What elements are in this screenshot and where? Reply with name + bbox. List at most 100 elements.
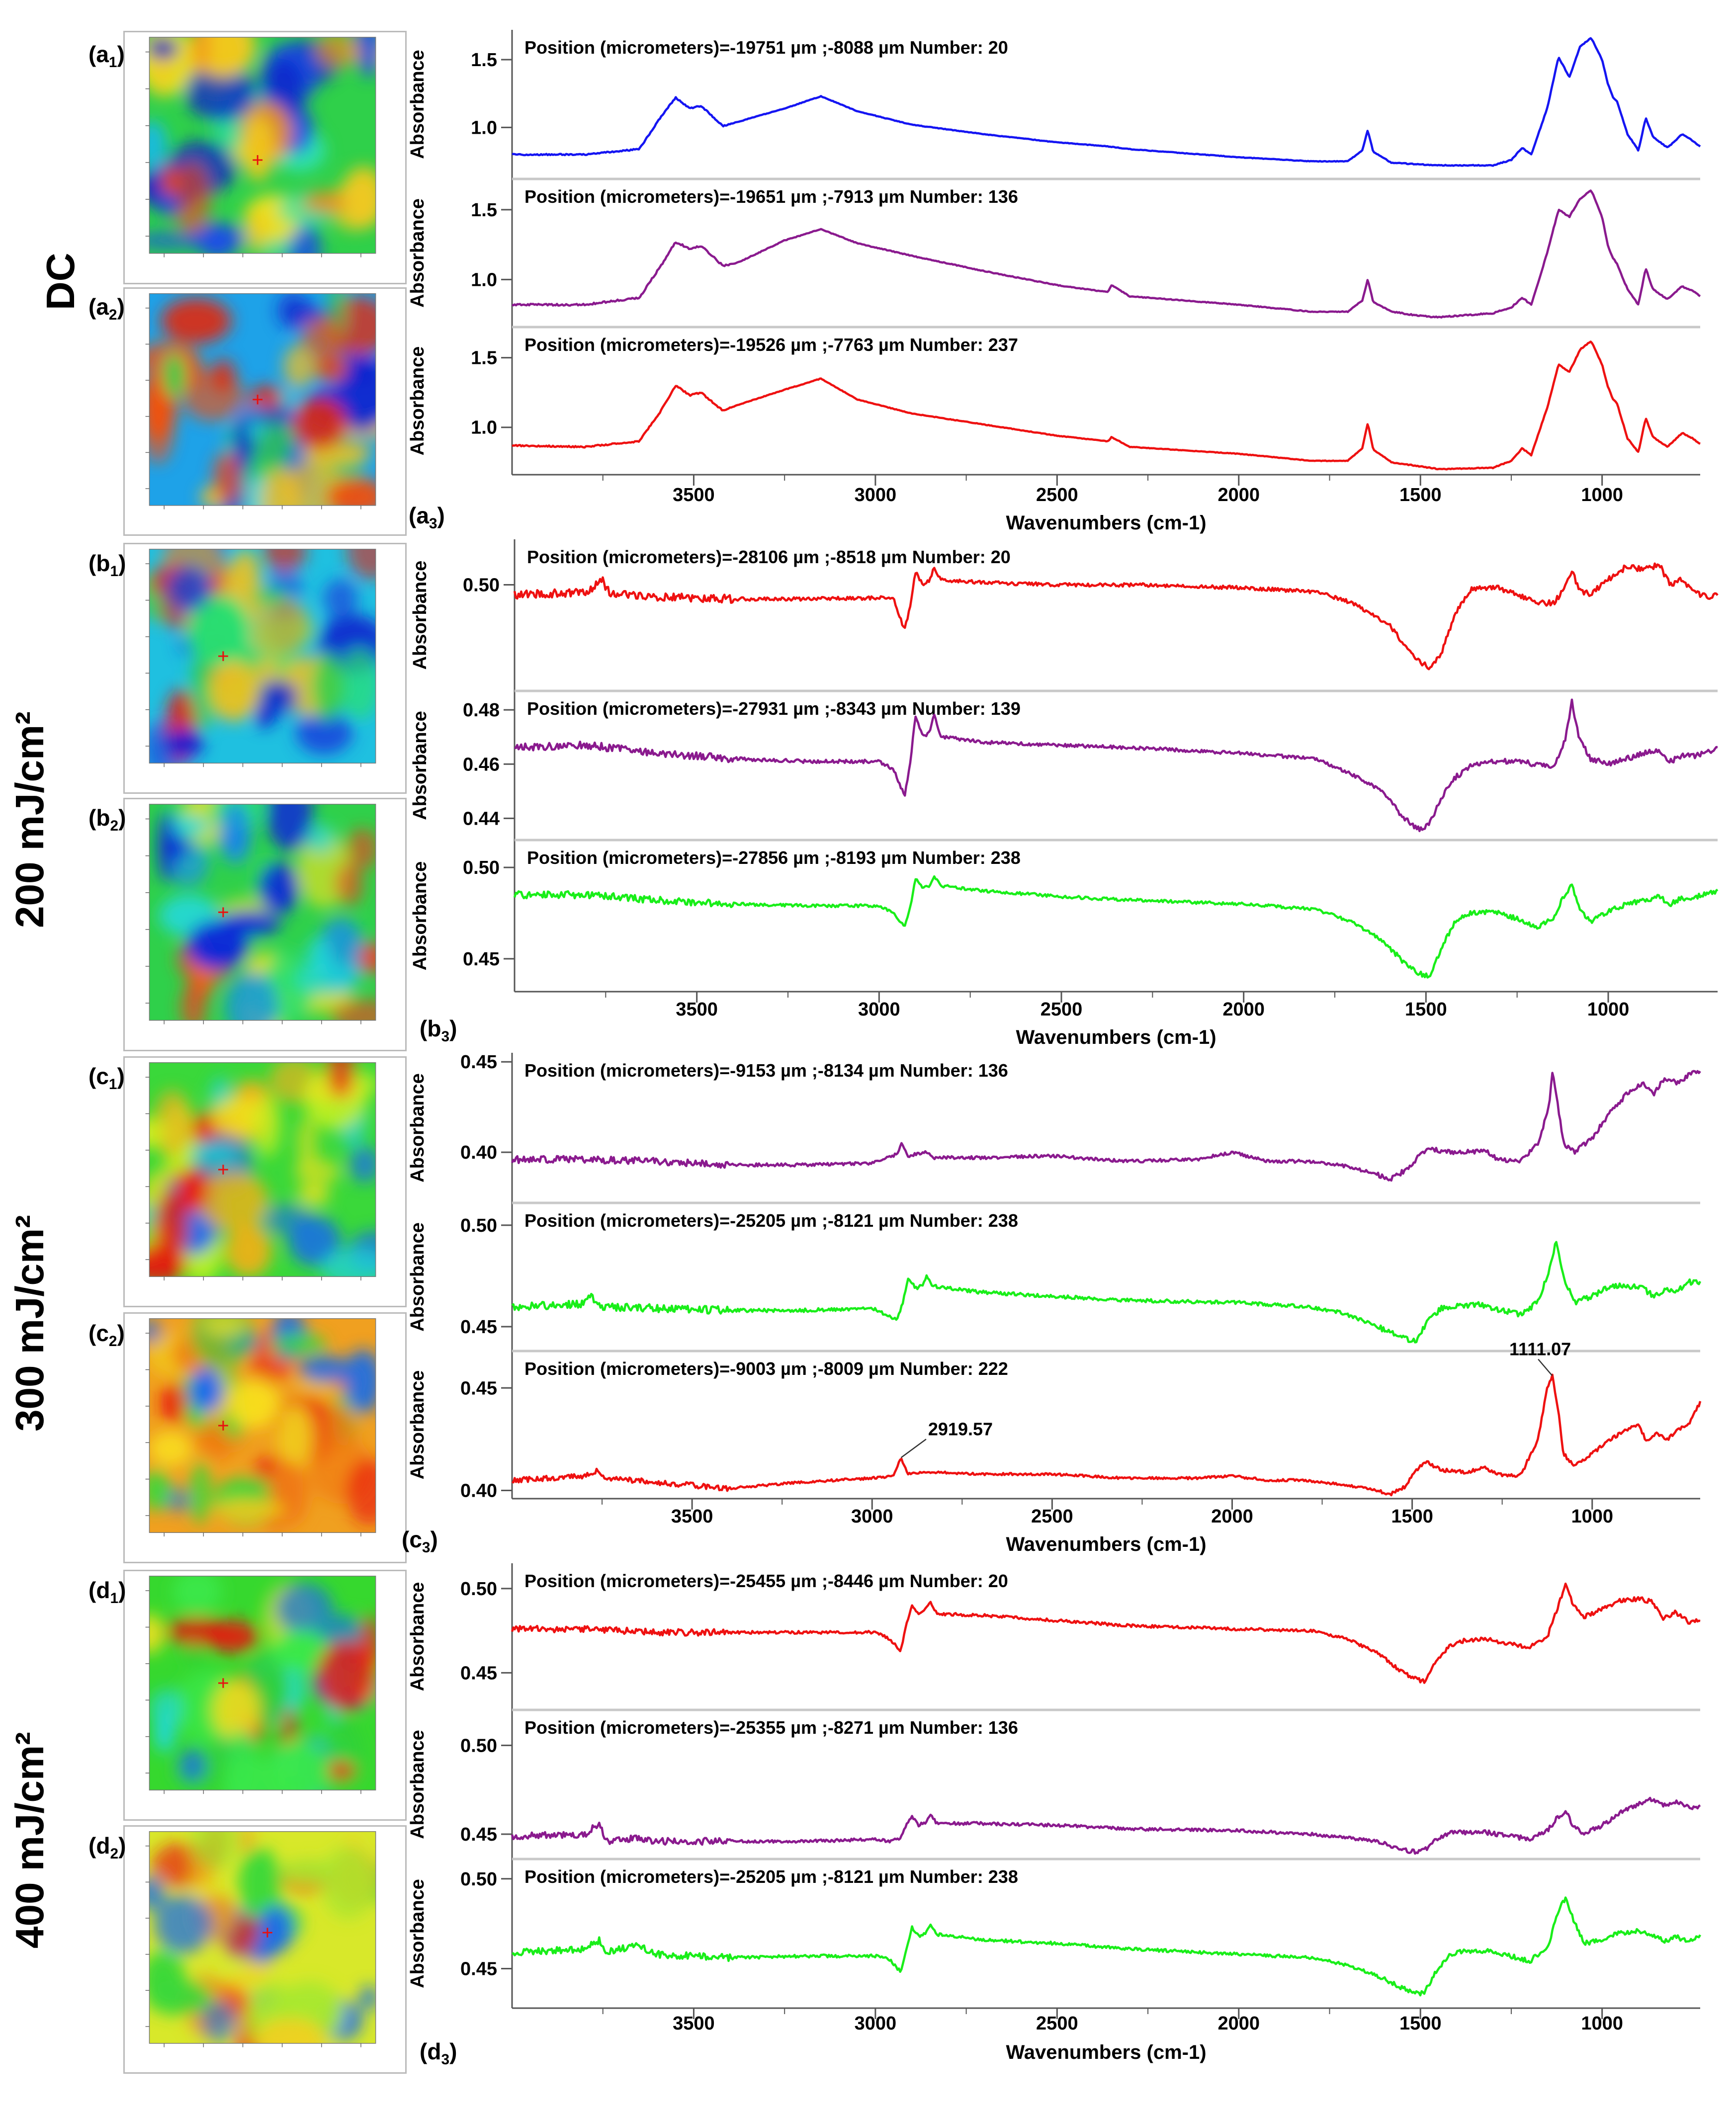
heatmap-image	[125, 799, 405, 1050]
y-axis-title: Absorbance	[410, 711, 431, 820]
y-tick-label: 0.45	[460, 1378, 497, 1399]
position-crosshair-icon	[218, 907, 228, 918]
position-crosshair-icon	[253, 395, 263, 405]
panel-label-a3: (a3)	[409, 503, 445, 532]
spectra-chart-b3: 3500 3000 2500 2000 1500 1000 Wavenumbers (cm-…	[410, 539, 1719, 1048]
x-axis-title: Wavenumbers (cm-1)	[1006, 2041, 1206, 2063]
y-axis-title: Absorbance	[407, 1582, 428, 1692]
heatmap-image	[125, 1827, 405, 2072]
y-tick-label: 0.50	[460, 1735, 497, 1756]
x-tick-label: 1500	[1391, 1506, 1433, 1527]
panel-label-c3: (c3)	[402, 1526, 438, 1556]
annotation-leader	[1538, 1358, 1553, 1376]
x-tick-label: 3000	[851, 1506, 893, 1527]
x-tick-label: 2000	[1218, 485, 1260, 506]
spectrum-line	[511, 1796, 1701, 1855]
panel-label-d1: (d1)	[88, 1577, 126, 1607]
x-axis-title: Wavenumbers (cm-1)	[1016, 1026, 1216, 1048]
y-axis-title: Absorbance	[407, 198, 428, 308]
spectra-chart-c3: 3500 3000 2500 2000 1500 1000 Wavenumbers (cm-…	[407, 1052, 1702, 1555]
series-label: Position (micrometers)=-27856 µm ;-8193 …	[527, 847, 1021, 868]
y-tick-label: 1.5	[471, 50, 497, 71]
y-axis-title: Absorbance	[407, 50, 428, 159]
x-tick-label: 3500	[671, 1506, 713, 1527]
y-tick-label: 0.40	[460, 1481, 497, 1502]
x-tick-label: 1000	[1587, 999, 1630, 1020]
peak-annotation: 1111.07	[1509, 1339, 1571, 1359]
series-label: Position (micrometers)=-25205 µm ;-8121 …	[524, 1866, 1018, 1887]
x-tick-label: 2500	[1036, 485, 1078, 506]
y-axis-title: Absorbance	[407, 1370, 428, 1480]
series-label: Position (micrometers)=-25205 µm ;-8121 …	[524, 1210, 1018, 1231]
spectrum-line	[513, 875, 1719, 979]
peak-annotation: 2919.57	[928, 1419, 993, 1439]
x-tick-label: 2500	[1041, 999, 1083, 1020]
y-tick-label: 0.44	[463, 808, 500, 829]
y-axis-title: Absorbance	[410, 861, 431, 971]
x-tick-label: 2000	[1218, 2013, 1260, 2034]
x-tick-label: 1500	[1405, 999, 1447, 1020]
y-tick-label: 0.45	[460, 1958, 497, 1979]
heatmap-image	[125, 1058, 405, 1306]
group-label-400: 400 mJ/cm²	[7, 1732, 52, 1948]
y-axis-title: Absorbance	[407, 346, 428, 456]
annotation-leader	[900, 1439, 927, 1458]
position-crosshair-icon	[218, 1678, 228, 1688]
heatmap-image	[125, 1314, 405, 1562]
y-tick-label: 0.45	[460, 1663, 497, 1684]
x-tick-label: 3500	[673, 2013, 715, 2034]
panel-label-c2: (c2)	[88, 1320, 125, 1350]
spectrum-line	[512, 1373, 1702, 1497]
series-label: Position (micrometers)=-28106 µm ;-8518 …	[527, 547, 1011, 567]
spectra-chart-d3: 3500 3000 2500 2000 1500 1000 Wavenumbers (cm-…	[407, 1563, 1701, 2063]
x-tick-label: 1500	[1399, 485, 1442, 506]
spectrum-line	[511, 1241, 1702, 1344]
panel-label-d3: (d3)	[420, 2038, 457, 2068]
x-tick-label: 2000	[1222, 999, 1265, 1020]
chemical-map-a2	[123, 287, 407, 536]
x-tick-label: 3000	[858, 999, 900, 1020]
series-label: Position (micrometers)=-25455 µm ;-8446 …	[524, 1571, 1008, 1591]
series-label: Position (micrometers)=-19526 µm ;-7763 …	[524, 335, 1018, 355]
panel-label-d2: (d2)	[88, 1833, 126, 1862]
spectrum-line	[514, 698, 1718, 833]
y-axis-title: Absorbance	[407, 1222, 428, 1332]
panel-label-b2: (b2)	[88, 805, 126, 835]
spectrum-line	[512, 1896, 1701, 1997]
series-label: Position (micrometers)=-19651 µm ;-7913 …	[524, 186, 1018, 207]
y-axis-title: Absorbance	[407, 1730, 428, 1839]
x-tick-label: 2000	[1211, 1506, 1253, 1527]
y-tick-label: 1.0	[471, 269, 497, 290]
y-tick-label: 0.50	[460, 1215, 497, 1236]
x-axis-title: Wavenumbers (cm-1)	[1006, 1533, 1206, 1555]
panel-label-b1: (b1)	[88, 550, 126, 580]
position-crosshair-icon	[218, 1165, 228, 1175]
position-crosshair-icon	[218, 651, 228, 661]
y-tick-label: 1.0	[471, 418, 497, 438]
spectrum-line	[512, 340, 1701, 471]
y-tick-label: 0.50	[463, 575, 500, 596]
group-label-200: 200 mJ/cm²	[7, 711, 52, 928]
series-label: Position (micrometers)=-27931 µm ;-8343 …	[527, 698, 1021, 719]
panel-label-a1: (a1)	[88, 41, 125, 71]
panel-label-c1: (c1)	[88, 1063, 125, 1093]
group-label-dc: DC	[38, 253, 83, 310]
spectrum-line	[511, 1070, 1701, 1182]
y-tick-label: 0.50	[460, 1579, 497, 1600]
series-label: Position (micrometers)=-19751 µm ;-8088 …	[524, 37, 1008, 58]
y-axis-title: Absorbance	[410, 561, 431, 670]
y-tick-label: 0.48	[463, 700, 500, 721]
x-tick-label: 1500	[1399, 2013, 1442, 2034]
series-label: Position (micrometers)=-25355 µm ;-8271 …	[524, 1717, 1018, 1738]
y-tick-label: 1.5	[471, 200, 497, 221]
y-tick-label: 1.0	[471, 117, 497, 138]
position-crosshair-icon	[262, 1928, 272, 1938]
y-tick-label: 0.50	[463, 857, 500, 878]
heatmap-image	[125, 1571, 405, 1819]
y-tick-label: 0.45	[460, 1317, 497, 1338]
heatmap-image	[125, 544, 405, 792]
y-tick-label: 0.46	[463, 754, 500, 775]
x-tick-label: 3000	[855, 2013, 897, 2034]
spectrum-line	[513, 562, 1719, 671]
series-label: Position (micrometers)=-9153 µm ;-8134 µ…	[524, 1060, 1008, 1081]
